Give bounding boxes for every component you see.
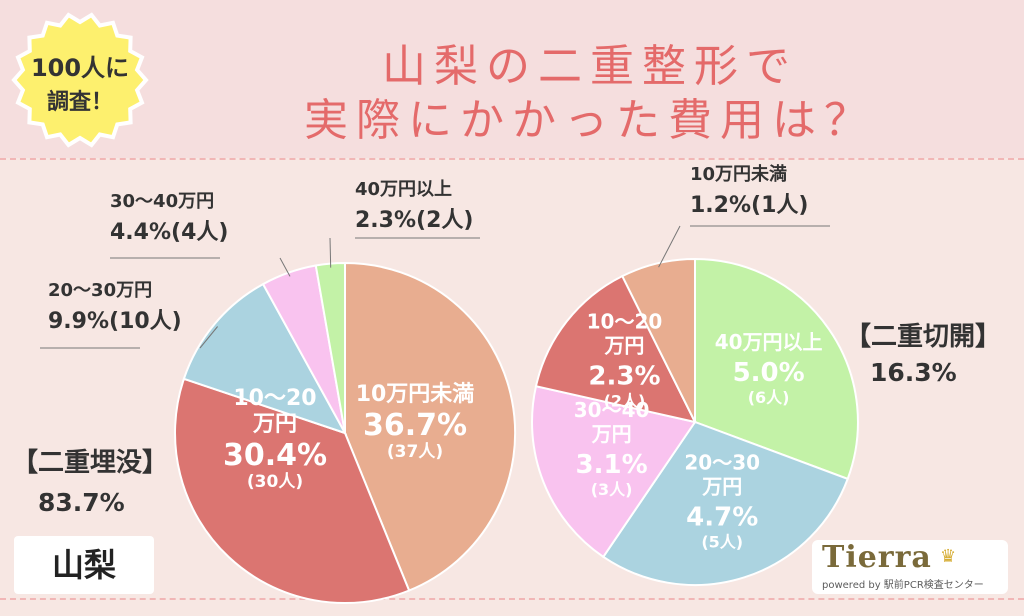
slice-count: (6人) [748, 388, 790, 407]
callout-leader [658, 225, 681, 268]
header-divider [0, 158, 1024, 160]
pie-slice [182, 282, 348, 435]
slice-label: 10〜20 [587, 310, 663, 334]
callout-leader [329, 237, 332, 268]
pie-slice [620, 257, 696, 423]
callout-value: 2.3%(2人) [355, 208, 473, 233]
crown-icon: ♛ [940, 546, 957, 567]
badge-line1: 100人に [30, 54, 130, 82]
slice-label: 万円 [603, 334, 644, 358]
slice-count: (2人) [604, 392, 646, 411]
callout-leader [279, 257, 291, 277]
badge-burst-icon [11, 12, 149, 148]
slice-value: 30.4% [223, 438, 327, 473]
slice-value: 5.0% [733, 358, 805, 388]
slice-label: 10万円未満 [356, 381, 475, 407]
callout-value: 9.9%(10人) [48, 309, 182, 334]
slice-label: 万円 [252, 412, 297, 437]
left-chart-category: 【二重埋没】 [12, 448, 169, 478]
slice-value: 36.7% [363, 408, 467, 443]
badge-line2: 調査！ [46, 90, 113, 115]
slice-count: (3人) [591, 480, 633, 499]
callout-label: 40万円以上 [355, 179, 452, 200]
callout-value: 4.4%(4人) [110, 220, 228, 245]
pie-slice [601, 420, 849, 586]
callout-label: 30〜40万円 [110, 191, 214, 212]
pie-slice [694, 257, 859, 481]
logo-name: Tierra [822, 540, 932, 575]
page-title-line1: 山梨の二重整形で [382, 41, 798, 92]
footer-divider [0, 598, 1024, 600]
right-chart-share: 16.3% [870, 358, 957, 387]
callout-leader [199, 326, 218, 349]
pie-slice [531, 385, 697, 559]
slice-count: (30人) [247, 472, 303, 492]
slice-label: 40万円以上 [715, 330, 823, 354]
slice-count: (37人) [387, 442, 443, 462]
right-chart-category: 【二重切開】 [845, 322, 1002, 352]
pie-slice [174, 377, 411, 605]
pie-slice [534, 274, 697, 424]
page-title-line2: 実際にかかった費用は？ [304, 95, 876, 146]
header-band [0, 0, 1024, 158]
logo-box [812, 540, 1008, 594]
slice-value: 3.1% [576, 450, 648, 480]
slice-label: 20〜30 [684, 450, 760, 474]
slice-count: (5人) [701, 532, 743, 551]
slice-value: 2.3% [588, 362, 660, 392]
callout-label: 20〜30万円 [48, 280, 152, 301]
pie-slice [344, 261, 517, 592]
callout-value: 1.2%(1人) [690, 193, 808, 218]
slice-label: 万円 [591, 422, 632, 446]
slice-label: 万円 [701, 474, 742, 498]
slice-label: 30〜40 [574, 398, 650, 422]
region-label: 山梨 [14, 536, 154, 594]
slice-value: 4.7% [686, 502, 758, 532]
logo-tagline: powered by 駅前PCR検査センター [822, 580, 984, 591]
slice-label: 10〜20 [233, 386, 316, 411]
callout-label: 10万円未満 [690, 163, 787, 185]
left-chart-share: 83.7% [38, 488, 125, 517]
